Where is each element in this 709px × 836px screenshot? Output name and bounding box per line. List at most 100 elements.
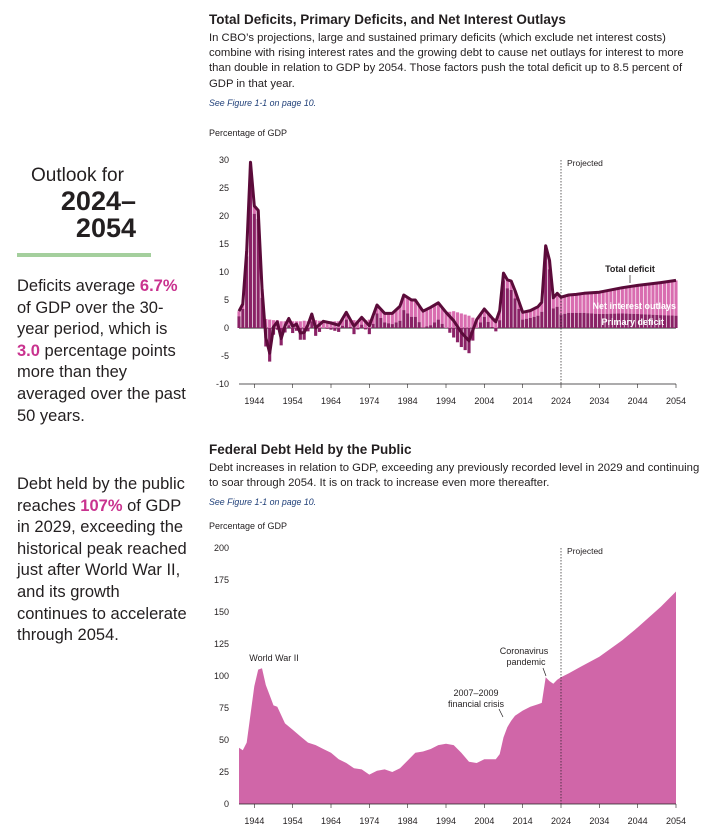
chart1-ytick-label: 5 xyxy=(224,295,229,305)
net-interest-bar xyxy=(409,300,414,317)
net-interest-bar xyxy=(540,302,544,312)
primary-deficit-bar xyxy=(482,316,486,328)
world-war-ii-annotation: World War II xyxy=(249,653,299,663)
chart1-xtick-label: 1984 xyxy=(398,396,418,406)
primary-deficit-bar xyxy=(344,319,348,328)
net-interest-bar xyxy=(563,296,567,314)
primary-deficit-bar xyxy=(521,319,525,328)
net-interest-bar xyxy=(356,320,360,328)
primary-deficit-bar xyxy=(294,328,299,331)
net-interest-bar xyxy=(651,283,655,315)
primary-deficit-bar xyxy=(559,314,563,328)
net-interest-bar xyxy=(670,280,674,316)
primary-deficit-bar xyxy=(375,313,379,328)
primary-deficit-label: Primary deficit xyxy=(601,317,664,327)
chart2-xtick-label: 2044 xyxy=(628,816,648,826)
primary-deficit-bar xyxy=(252,213,256,328)
primary-deficit-bar xyxy=(356,328,360,330)
primary-deficit-bar xyxy=(386,323,391,328)
primary-deficit-bar xyxy=(555,306,559,328)
primary-deficit-bar xyxy=(666,315,670,328)
net-interest-bar xyxy=(597,292,601,314)
net-interest-bar xyxy=(528,310,532,318)
primary-deficit-bar xyxy=(367,328,371,335)
primary-deficit-bar xyxy=(628,313,632,328)
deficit-difference-value: 3.0 xyxy=(17,341,40,360)
net-interest-bar xyxy=(613,289,617,314)
chart1-xtick-label: 2044 xyxy=(628,396,648,406)
primary-deficit-bar xyxy=(643,314,647,328)
primary-deficit-bar xyxy=(429,325,433,328)
primary-deficit-bar xyxy=(337,328,341,332)
primary-deficit-bar xyxy=(670,315,674,328)
primary-deficit-bar xyxy=(325,328,329,329)
net-interest-bar xyxy=(394,309,398,323)
net-interest-bar xyxy=(344,312,348,320)
chart1-xtick-label: 2034 xyxy=(589,396,609,406)
primary-deficit-bar xyxy=(383,322,387,328)
primary-deficit-bar xyxy=(505,288,509,328)
total-deficit-line xyxy=(237,160,677,355)
primary-deficit-bar xyxy=(390,324,394,328)
net-interest-bar xyxy=(329,321,333,328)
net-interest-bar xyxy=(624,287,628,314)
primary-deficit-bar xyxy=(624,313,628,328)
net-interest-bar xyxy=(252,205,256,214)
net-interest-bar xyxy=(478,314,483,323)
primary-deficit-bar xyxy=(647,314,651,328)
net-interest-bar xyxy=(459,313,463,328)
pandemic-annotation-line1: Coronavirus xyxy=(500,646,549,656)
chart2-xtick-label: 2024 xyxy=(551,816,571,826)
net-interest-bar xyxy=(578,293,582,313)
primary-deficit-bar xyxy=(237,316,241,328)
primary-deficit-bar xyxy=(406,313,410,328)
primary-deficit-bar xyxy=(536,315,540,328)
deficit-text-2: of GDP over the 30-year period, which is xyxy=(17,298,168,339)
primary-deficit-bar xyxy=(540,311,544,328)
outlook-label: Outlook for xyxy=(31,165,124,186)
primary-deficit-bar xyxy=(425,326,429,328)
net-interest-bar xyxy=(490,317,494,327)
net-interest-bar xyxy=(379,309,383,318)
primary-deficit-bar xyxy=(616,313,621,328)
chart1-ytick-label: -10 xyxy=(216,379,229,389)
deficit-text-3: percentage points more than they average… xyxy=(17,341,186,425)
primary-deficit-bar xyxy=(659,315,663,328)
chart1-description: In CBO’s projections, large and sustaine… xyxy=(209,32,684,90)
net-interest-bar xyxy=(655,283,659,315)
primary-deficit-bar xyxy=(436,319,440,328)
primary-deficit-bar xyxy=(662,315,667,328)
primary-deficit-bar xyxy=(310,321,314,328)
primary-deficit-bar xyxy=(544,254,548,328)
net-interest-bar xyxy=(340,318,345,326)
primary-deficit-bar xyxy=(639,314,644,328)
chart1-ytick-label: -5 xyxy=(221,351,229,361)
years-line-2: 2054 xyxy=(75,213,136,243)
net-interest-bar xyxy=(383,313,387,323)
chart1-ytick-label: 30 xyxy=(219,155,229,165)
net-interest-bar xyxy=(639,284,644,315)
net-interest-bar xyxy=(237,311,241,317)
chart1-link[interactable]: See Figure 1-1 on page 10. xyxy=(209,97,317,108)
primary-deficit-bar xyxy=(574,312,578,328)
net-interest-bar xyxy=(570,294,575,313)
chart1-ytick-label: 15 xyxy=(219,239,229,249)
chart1-ytick-label: 25 xyxy=(219,183,229,193)
net-interest-bar xyxy=(413,300,417,317)
net-interest-bar xyxy=(482,308,486,317)
chart2-ytick-label: 0 xyxy=(224,799,229,809)
primary-deficit-bar xyxy=(398,320,402,328)
chart2-xtick-label: 2034 xyxy=(589,816,609,826)
net-interest-bar xyxy=(432,305,437,323)
primary-deficit-bar xyxy=(632,313,636,328)
primary-deficit-bar xyxy=(494,328,498,332)
net-interest-bar xyxy=(406,297,410,314)
financial-crisis-annotation-line1: 2007–2009 xyxy=(453,688,498,698)
chart2-link[interactable]: See Figure 1-1 on page 10. xyxy=(209,497,317,508)
chart2-ytick-label: 125 xyxy=(214,639,229,649)
primary-deficit-bar xyxy=(363,328,368,330)
chart2-ytick-label: 100 xyxy=(214,671,229,681)
primary-deficit-bar xyxy=(490,326,494,328)
chart2-description: Debt increases in relation to GDP, excee… xyxy=(209,462,700,490)
net-interest-bar xyxy=(429,307,433,326)
